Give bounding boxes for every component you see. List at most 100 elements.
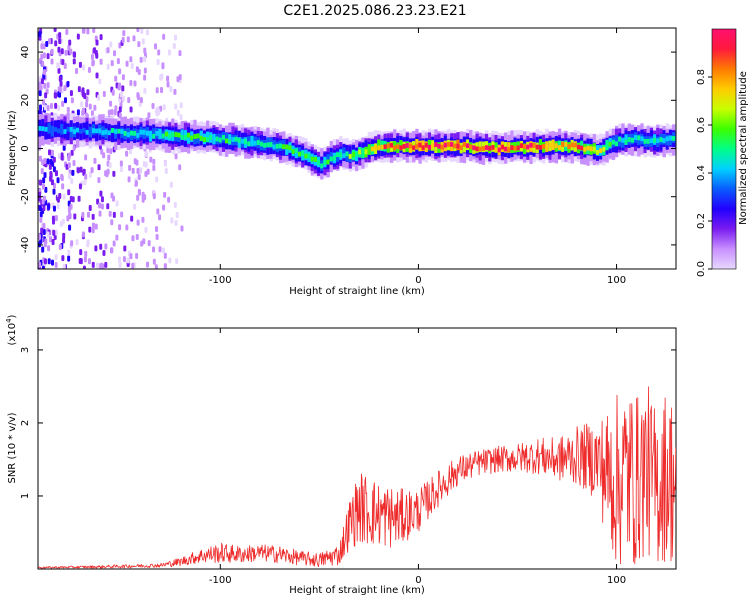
spectrogram-noise-cell <box>169 86 173 93</box>
spectrogram-noise-cell <box>86 89 90 96</box>
spectrogram-noise-cell <box>83 93 87 100</box>
spectrogram-ridge-cell <box>342 153 346 159</box>
spectrogram-noise-cell <box>136 219 140 226</box>
spectrogram-noise-cell <box>95 52 99 59</box>
snr-x-tick-label: 0 <box>415 575 421 586</box>
spectrogram-ridge-cell <box>139 129 143 135</box>
spectrogram-ridge-cell <box>180 134 185 140</box>
spectrogram-noise-cell <box>99 243 103 250</box>
spectrogram-x-tick-label: 0 <box>415 275 421 286</box>
spectrogram-noise-cell <box>152 158 156 165</box>
spectrogram-ridge-cell <box>653 137 657 143</box>
spectrogram-noise-cell <box>115 200 119 207</box>
spectrogram-ridge-cell <box>405 143 410 148</box>
spectrogram-ridge-cell <box>263 142 267 148</box>
spectrogram-ridge-cell <box>358 149 362 155</box>
spectrogram-noise-cell <box>109 148 113 155</box>
spectrogram-noise-cell <box>125 60 129 67</box>
spectrogram-ridge-cell <box>152 133 156 139</box>
snr-y-tick-label: 3 <box>20 347 31 353</box>
spectrogram-ridge-cell <box>526 144 530 150</box>
spectrogram-ridge-cell <box>450 142 454 147</box>
spectrogram-noise-cell <box>43 82 47 89</box>
spectrogram-noise-cell <box>87 258 91 265</box>
spectrogram-ridge-cell <box>110 127 115 133</box>
spectrogram-noise-cell <box>143 67 147 74</box>
spectrogram-noise-cell <box>48 38 52 45</box>
spectrogram-noise-cell <box>82 265 86 269</box>
colorbar-gradient <box>711 28 737 270</box>
spectrogram-ridge-cell <box>85 123 89 135</box>
spectrogram-noise-cell <box>126 36 130 43</box>
colorbar-tick-label: 0.4 <box>696 165 707 181</box>
spectrogram-ridge-cell <box>656 138 660 144</box>
spectrogram-noise-cell <box>120 211 124 218</box>
spectrogram-noise-cell <box>50 102 54 109</box>
spectrogram-noise-cell <box>117 256 121 263</box>
spectrogram-noise-cell <box>106 203 110 210</box>
spectrogram-ridge-cell <box>82 127 86 133</box>
spectrogram-noise-cell <box>113 109 117 116</box>
spectrogram-noise-cell <box>133 80 137 87</box>
spectrogram-noise-cell <box>88 205 92 212</box>
spectrogram-noise-cell <box>73 213 77 220</box>
spectrogram-noise-cell <box>69 203 73 210</box>
spectrogram-ridge-cell <box>98 128 102 134</box>
spectrogram-ridge-cell <box>256 140 261 145</box>
spectrogram-noise-cell <box>162 33 166 40</box>
spectrogram-ridge-cell <box>500 144 505 150</box>
spectrogram-y-tick-label: -20 <box>20 189 31 205</box>
spectrogram-noise-cell <box>145 29 149 36</box>
spectrogram-noise-cell <box>42 229 46 236</box>
spectrogram-noise-cell <box>44 238 48 245</box>
spectrogram-ridge-cell <box>117 128 121 134</box>
spectrogram-noise-cell <box>70 178 74 185</box>
spectrogram-ridge-cell <box>633 135 638 140</box>
spectrogram-noise-cell <box>38 144 42 151</box>
spectrogram-ridge-cell <box>269 142 273 147</box>
spectrogram-noise-cell <box>166 75 170 82</box>
snr-series-line <box>38 386 676 569</box>
spectrogram-noise-cell <box>61 100 65 107</box>
snr-y-tick-label: 2 <box>20 420 31 426</box>
spectrogram-ridge-cell <box>202 137 207 143</box>
spectrogram-ridge-cell <box>190 135 194 141</box>
spectrogram-noise-cell <box>141 216 145 223</box>
spectrogram-ridge-cell <box>167 133 172 139</box>
spectrogram-noise-cell <box>46 104 50 111</box>
spectrogram-noise-cell <box>59 220 63 227</box>
spectrogram-noise-cell <box>57 67 61 74</box>
spectrogram-ridge-cell <box>605 142 609 148</box>
spectrogram-noise-cell <box>110 219 114 226</box>
spectrogram-noise-cell <box>41 198 45 205</box>
spectrogram-ridge-cell <box>221 135 226 140</box>
spectrogram-noise-cell <box>63 97 67 104</box>
spectrogram-noise-cell <box>155 226 159 233</box>
spectrogram-panel: -100 0 100 -40 -20 0 20 40 Height of straight l… <box>7 27 677 297</box>
spectrogram-noise-cell <box>164 167 168 174</box>
spectrogram-noise-cell <box>106 63 110 70</box>
colorbar-tick-label: 0.2 <box>696 213 707 229</box>
spectrogram-ridge-cell <box>91 128 96 133</box>
spectrogram-ridge-cell <box>446 142 451 147</box>
spectrogram-noise-cell <box>70 149 74 156</box>
spectrogram-noise-cell <box>115 234 119 241</box>
spectrogram-noise-cell <box>43 258 47 265</box>
spectrogram-noise-cell <box>107 154 111 161</box>
spectrogram-noise-cell <box>127 176 131 183</box>
spectrogram-ridge-cell <box>548 142 552 148</box>
spectrogram-ridge-cell <box>399 145 403 151</box>
spectrogram-ridge-cell <box>326 154 330 165</box>
spectrogram-noise-cell <box>69 90 73 97</box>
spectrogram-noise-cell <box>137 173 141 180</box>
spectrogram-noise-cell <box>40 78 44 85</box>
spectrogram-noise-cell <box>41 159 45 166</box>
spectrogram-ridge-cell <box>225 132 229 144</box>
spectrogram-noise-cell <box>83 179 87 186</box>
spectrogram-ridge-cell <box>519 143 524 149</box>
spectrogram-noise-cell <box>119 160 123 167</box>
spectrogram-noise-cell <box>118 68 122 75</box>
spectrogram-noise-cell <box>168 257 172 264</box>
spectrogram-noise-cell <box>84 173 88 180</box>
spectrogram-noise-cell <box>87 67 91 74</box>
